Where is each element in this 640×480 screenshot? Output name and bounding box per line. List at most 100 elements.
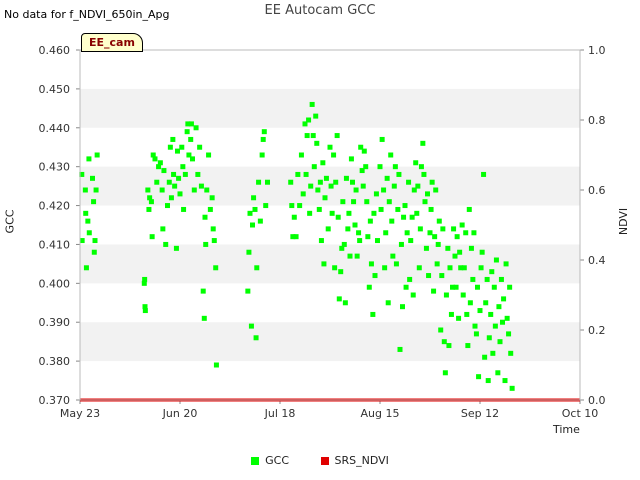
gcc-point <box>370 311 376 317</box>
gcc-point <box>439 273 445 279</box>
gcc-point <box>397 346 403 352</box>
legend-label-srs-ndvi: SRS_NDVI <box>334 454 389 467</box>
gcc-point <box>479 249 485 255</box>
gcc-point <box>383 230 389 236</box>
gcc-point <box>471 230 477 236</box>
gcc-point <box>464 311 470 317</box>
gcc-point <box>488 311 494 317</box>
y2-tick-label: 0.4 <box>588 254 606 267</box>
x-tick-label: May 23 <box>60 407 100 420</box>
legend-item-gcc[interactable]: GCC <box>251 454 289 467</box>
legend-item-srs-ndvi[interactable]: SRS_NDVI <box>320 454 389 467</box>
gcc-point <box>250 222 255 228</box>
gcc-point <box>166 179 172 185</box>
gcc-point <box>257 218 263 224</box>
legend-label-gcc: GCC <box>265 454 289 467</box>
gcc-point <box>321 261 327 267</box>
gcc-point <box>309 101 315 107</box>
gcc-point <box>391 183 397 189</box>
gcc-point <box>357 238 363 244</box>
gcc-point <box>211 238 217 244</box>
gcc-point <box>443 292 449 298</box>
gcc-point <box>343 175 349 181</box>
site-tag: EE_cam <box>81 33 143 52</box>
gcc-point <box>83 265 89 271</box>
gcc-point <box>188 121 194 127</box>
gcc-point <box>381 187 387 193</box>
gcc-point <box>322 195 328 201</box>
gcc-series <box>79 101 515 391</box>
x-tick-label: Aug 15 <box>361 407 400 420</box>
gcc-point <box>350 179 355 185</box>
gcc-point <box>496 304 502 310</box>
gcc-point <box>209 195 215 201</box>
y2-tick-label: 0.8 <box>588 114 606 127</box>
gcc-point <box>150 152 156 158</box>
gcc-point <box>91 199 97 205</box>
gcc-point <box>311 164 317 170</box>
gcc-point <box>367 218 373 224</box>
y2-tick-label: 1.0 <box>588 44 606 57</box>
gcc-point <box>396 171 402 177</box>
gcc-point <box>297 203 303 209</box>
gcc-point <box>491 284 497 290</box>
gcc-point <box>360 183 366 189</box>
gcc-point <box>433 187 439 193</box>
gcc-point <box>375 238 380 244</box>
x-tick-label: Jul 18 <box>264 407 296 420</box>
gcc-point <box>359 168 365 174</box>
gcc-point <box>307 210 313 216</box>
gcc-point <box>168 195 174 201</box>
grid-bands <box>80 88 580 362</box>
gcc-point <box>398 241 404 247</box>
gcc-point <box>353 187 359 193</box>
x-tick-label: Oct 10 <box>562 407 599 420</box>
gcc-point <box>466 206 472 212</box>
gcc-point <box>429 179 435 185</box>
gcc-point <box>253 335 259 341</box>
gcc-point <box>422 199 428 205</box>
gcc-point <box>252 206 258 212</box>
gcc-point <box>201 315 207 321</box>
gcc-point <box>306 117 312 123</box>
gcc-point <box>490 350 496 356</box>
gcc-point <box>478 265 484 271</box>
gcc-point <box>193 125 199 131</box>
gcc-point <box>293 234 299 240</box>
gcc-point <box>467 300 473 306</box>
gcc-point <box>163 241 169 247</box>
gcc-point <box>186 152 192 158</box>
gcc-point <box>457 249 463 255</box>
gcc-point <box>333 179 339 185</box>
gcc-point <box>347 253 353 259</box>
gcc-point <box>351 199 357 205</box>
gcc-point <box>329 210 335 216</box>
gcc-point <box>94 152 100 158</box>
y-axis-left: 0.370 0.380 0.390 0.400 0.410 0.420 0.430 0.440… <box>39 44 80 407</box>
gcc-point <box>82 187 88 193</box>
gcc-point <box>427 230 433 236</box>
gcc-point <box>413 160 419 166</box>
gcc-point <box>470 276 476 282</box>
gcc-point <box>358 144 364 150</box>
gcc-point <box>185 121 191 127</box>
gcc-point <box>447 265 453 271</box>
gcc-point <box>207 206 213 212</box>
gcc-point <box>154 179 160 185</box>
gcc-point <box>86 156 92 162</box>
gcc-point <box>364 199 370 205</box>
gcc-point <box>414 210 420 216</box>
gcc-point <box>338 269 344 275</box>
legend-swatch-srs-ndvi <box>320 457 329 465</box>
gcc-point <box>184 129 190 135</box>
gcc-point <box>142 308 148 314</box>
gcc-point <box>493 257 499 263</box>
gcc-point <box>308 183 314 189</box>
gcc-point <box>492 323 498 329</box>
x-axis: May 23 Jun 20 Jul 18 Aug 15 Sep 12 Oct 10 <box>60 400 598 420</box>
gcc-point <box>210 226 216 232</box>
gcc-point <box>179 144 185 150</box>
gcc-point <box>251 195 257 201</box>
y-tick-label: 0.410 <box>39 238 71 251</box>
